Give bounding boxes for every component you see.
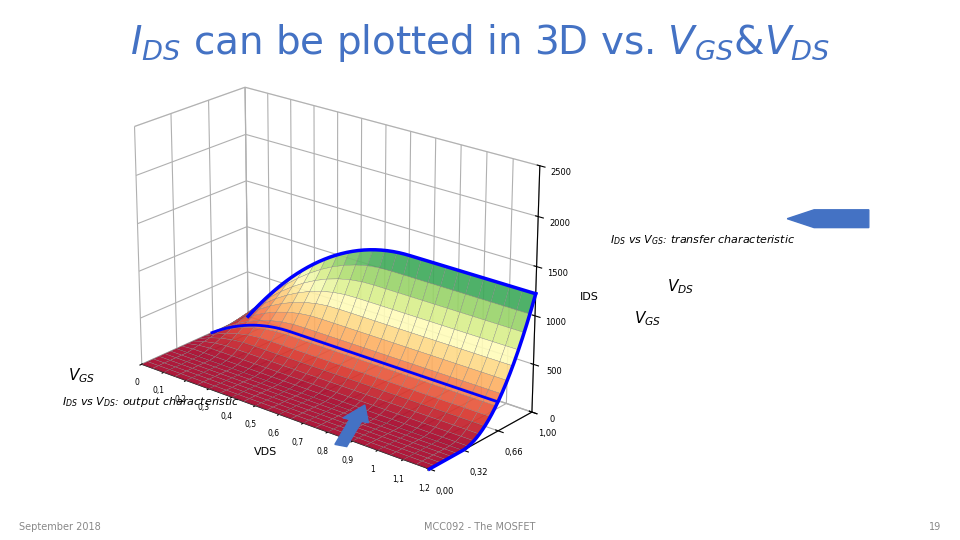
Text: $\mathbf{\mathit{V}}_{DS}$: $\mathbf{\mathit{V}}_{DS}$ — [667, 277, 694, 295]
Text: $\mathit{I}_{DS}$ can be plotted in 3D vs. $\mathit{V}_{GS}$&$\mathit{V}_{DS}$: $\mathit{I}_{DS}$ can be plotted in 3D v… — [130, 22, 830, 64]
Text: $\mathit{I}_{DS}$ vs $\mathit{V}_{DS}$: output characteristic: $\mathit{I}_{DS}$ vs $\mathit{V}_{DS}$: … — [62, 395, 240, 409]
X-axis label: VDS: VDS — [253, 447, 277, 457]
Text: 19: 19 — [928, 522, 941, 532]
Text: $\mathit{I}_{DS}$ vs $\mathit{V}_{GS}$: transfer characteristic: $\mathit{I}_{DS}$ vs $\mathit{V}_{GS}$: … — [610, 233, 795, 247]
Text: $\mathbf{\mathit{V}}_{GS}$: $\mathbf{\mathit{V}}_{GS}$ — [68, 366, 95, 384]
Text: $\mathbf{\mathit{V}}_{GS}$: $\mathbf{\mathit{V}}_{GS}$ — [634, 309, 660, 328]
Text: MCC092 - The MOSFET: MCC092 - The MOSFET — [424, 522, 536, 532]
Text: September 2018: September 2018 — [19, 522, 101, 532]
